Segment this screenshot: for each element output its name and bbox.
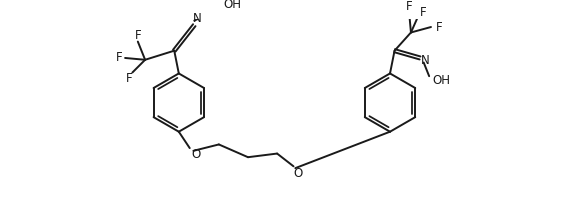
Text: F: F: [436, 21, 443, 34]
Text: O: O: [294, 167, 303, 180]
Text: F: F: [125, 72, 132, 85]
Text: F: F: [406, 0, 413, 13]
Text: F: F: [134, 29, 141, 42]
Text: O: O: [192, 148, 201, 161]
Text: F: F: [115, 51, 122, 64]
Text: F: F: [419, 6, 426, 19]
Text: N: N: [193, 12, 201, 25]
Text: N: N: [421, 54, 430, 67]
Text: OH: OH: [223, 0, 242, 11]
Text: OH: OH: [432, 74, 450, 87]
